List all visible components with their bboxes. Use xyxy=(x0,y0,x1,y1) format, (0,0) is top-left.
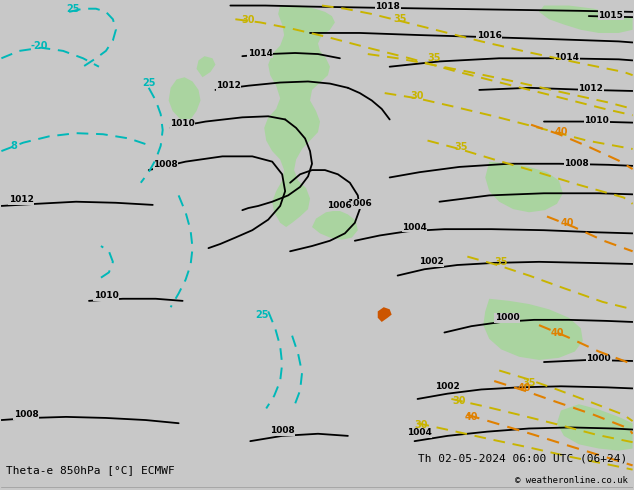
Text: 1004: 1004 xyxy=(402,222,427,232)
Polygon shape xyxy=(483,299,583,360)
Text: 25: 25 xyxy=(256,310,269,319)
Text: 1010: 1010 xyxy=(94,291,119,300)
Text: 1010: 1010 xyxy=(170,119,195,128)
Text: 30: 30 xyxy=(411,91,424,101)
Text: 30: 30 xyxy=(242,15,255,25)
Text: 40: 40 xyxy=(465,412,478,422)
Text: 30: 30 xyxy=(453,396,466,406)
Text: 1014: 1014 xyxy=(554,53,579,62)
Text: 40: 40 xyxy=(550,327,564,338)
Polygon shape xyxy=(485,162,563,212)
Text: 1008: 1008 xyxy=(14,410,39,419)
Text: 1008: 1008 xyxy=(153,160,178,170)
Text: 1008: 1008 xyxy=(270,426,295,435)
Text: 1002: 1002 xyxy=(419,257,444,267)
Text: © weatheronline.co.uk: © weatheronline.co.uk xyxy=(515,476,628,485)
Text: 35: 35 xyxy=(495,257,508,267)
Polygon shape xyxy=(197,56,216,77)
Text: 1000: 1000 xyxy=(495,313,519,322)
Text: 1004: 1004 xyxy=(407,428,432,437)
Text: 30: 30 xyxy=(415,420,429,430)
Text: 1012: 1012 xyxy=(578,84,603,94)
Text: 40: 40 xyxy=(554,127,567,137)
Text: 1018: 1018 xyxy=(375,2,400,11)
Text: 35: 35 xyxy=(393,14,406,24)
Text: 1008: 1008 xyxy=(564,159,589,168)
Text: 1006: 1006 xyxy=(328,201,353,210)
Text: Theta-e 850hPa [°C] ECMWF: Theta-e 850hPa [°C] ECMWF xyxy=(6,466,175,475)
Text: 35: 35 xyxy=(522,378,536,388)
Polygon shape xyxy=(378,307,392,322)
Text: 1015: 1015 xyxy=(598,10,623,20)
Text: 1006: 1006 xyxy=(347,199,372,208)
Text: 25: 25 xyxy=(142,77,155,88)
Text: 1014: 1014 xyxy=(248,49,273,57)
Polygon shape xyxy=(539,5,633,33)
Polygon shape xyxy=(312,210,358,240)
Text: -20: -20 xyxy=(30,41,48,50)
Text: 1002: 1002 xyxy=(435,382,460,391)
Text: 40: 40 xyxy=(560,218,574,228)
Text: Th 02-05-2024 06:00 UTC (06+24): Th 02-05-2024 06:00 UTC (06+24) xyxy=(418,453,628,463)
Text: 1012: 1012 xyxy=(9,195,34,204)
Text: 35: 35 xyxy=(455,142,468,152)
Text: 1010: 1010 xyxy=(585,116,609,125)
Text: 8: 8 xyxy=(10,141,16,151)
Text: 40: 40 xyxy=(517,383,531,393)
Text: 1012: 1012 xyxy=(216,81,241,90)
Text: 1000: 1000 xyxy=(586,354,611,364)
Polygon shape xyxy=(169,77,200,120)
Text: 35: 35 xyxy=(428,53,441,63)
Text: 25: 25 xyxy=(67,4,80,14)
Polygon shape xyxy=(264,5,335,227)
Polygon shape xyxy=(557,404,633,451)
Text: 1016: 1016 xyxy=(477,30,501,40)
